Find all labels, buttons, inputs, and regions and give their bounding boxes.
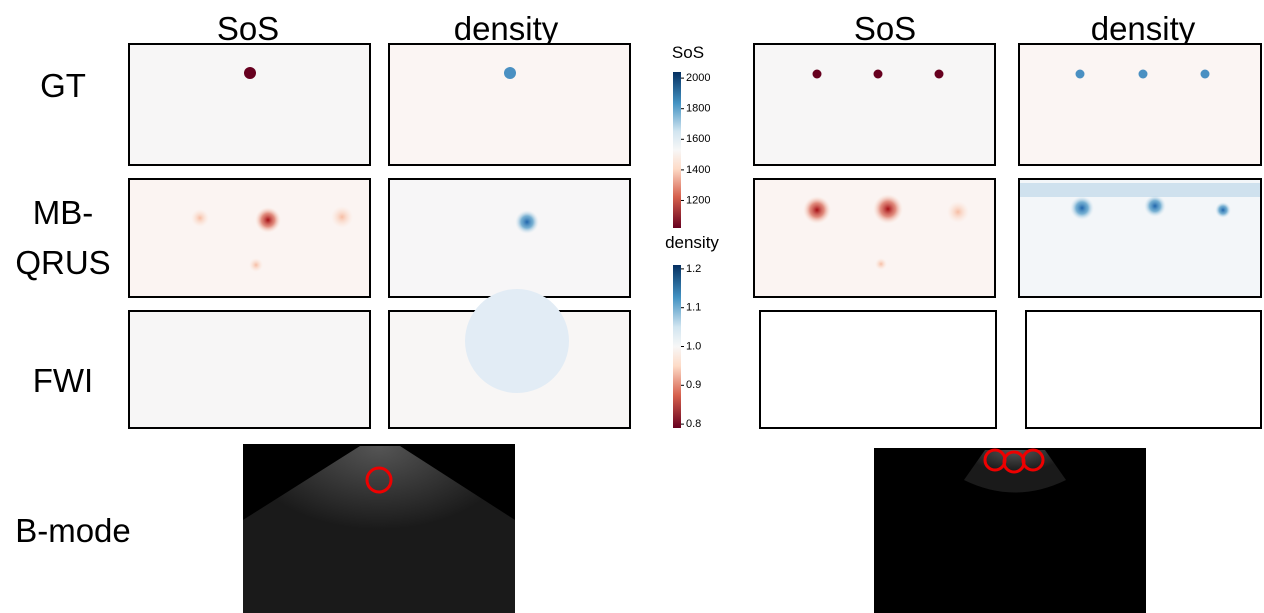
artifact xyxy=(191,209,209,227)
panel xyxy=(754,179,995,297)
inclusion xyxy=(1070,196,1094,220)
inclusion xyxy=(1139,70,1148,79)
panel xyxy=(1026,311,1261,428)
panel xyxy=(1019,44,1261,165)
inclusion xyxy=(504,67,516,79)
inclusion xyxy=(1144,195,1166,217)
row-label: GT xyxy=(40,67,86,104)
inclusion xyxy=(1215,202,1231,218)
column-title: SoS xyxy=(217,10,279,47)
inclusion xyxy=(947,201,969,223)
bmode-image xyxy=(874,448,1146,613)
colorbar-tick-label: 1.2 xyxy=(686,263,701,275)
panel-group xyxy=(754,44,1261,428)
inclusion xyxy=(874,70,883,79)
colorbar xyxy=(673,265,681,428)
inclusion xyxy=(255,207,281,233)
inclusion xyxy=(515,210,539,234)
row-label: B-mode xyxy=(15,512,131,549)
artifact xyxy=(249,258,263,272)
inclusion xyxy=(803,196,831,224)
inclusion xyxy=(935,70,944,79)
halo xyxy=(465,289,569,393)
panel xyxy=(760,311,996,428)
colorbar-title: SoS xyxy=(672,43,704,62)
column-title: SoS xyxy=(854,10,916,47)
bmode-image xyxy=(243,444,515,613)
colorbar-title: density xyxy=(665,233,719,252)
inclusion xyxy=(1076,70,1085,79)
figure: SoS density SoS density GT MB- QRUS FWI … xyxy=(0,0,1264,613)
panel xyxy=(754,44,995,165)
colorbar-tick-label: 1800 xyxy=(686,103,710,115)
colorbar-tick-label: 2000 xyxy=(686,72,710,84)
row-label: MB- xyxy=(33,194,94,231)
colorbar-tick-label: 1400 xyxy=(686,164,710,176)
artifact xyxy=(331,206,353,228)
row-label: QRUS xyxy=(15,244,110,281)
inclusion xyxy=(873,194,903,224)
panel xyxy=(389,179,630,297)
colorbar-tick-label: 1600 xyxy=(686,133,710,145)
colorbar-tick-label: 0.8 xyxy=(686,418,701,430)
surface-artifact xyxy=(1020,183,1260,197)
panel xyxy=(129,44,370,165)
panel xyxy=(129,311,370,428)
column-title: density xyxy=(454,10,559,47)
inclusion xyxy=(244,67,256,79)
inclusion xyxy=(1201,70,1210,79)
panel xyxy=(129,179,370,297)
colorbar xyxy=(673,72,681,228)
row-label: FWI xyxy=(33,362,93,399)
panel-group xyxy=(129,44,630,428)
artifact xyxy=(875,258,887,270)
inclusion xyxy=(813,70,822,79)
colorbar-tick-label: 1.1 xyxy=(686,302,701,314)
column-title: density xyxy=(1091,10,1196,47)
panel xyxy=(389,44,630,165)
colorbar-tick-label: 1200 xyxy=(686,194,710,206)
colorbar-tick-label: 0.9 xyxy=(686,379,701,391)
colorbar-tick-label: 1.0 xyxy=(686,340,701,352)
